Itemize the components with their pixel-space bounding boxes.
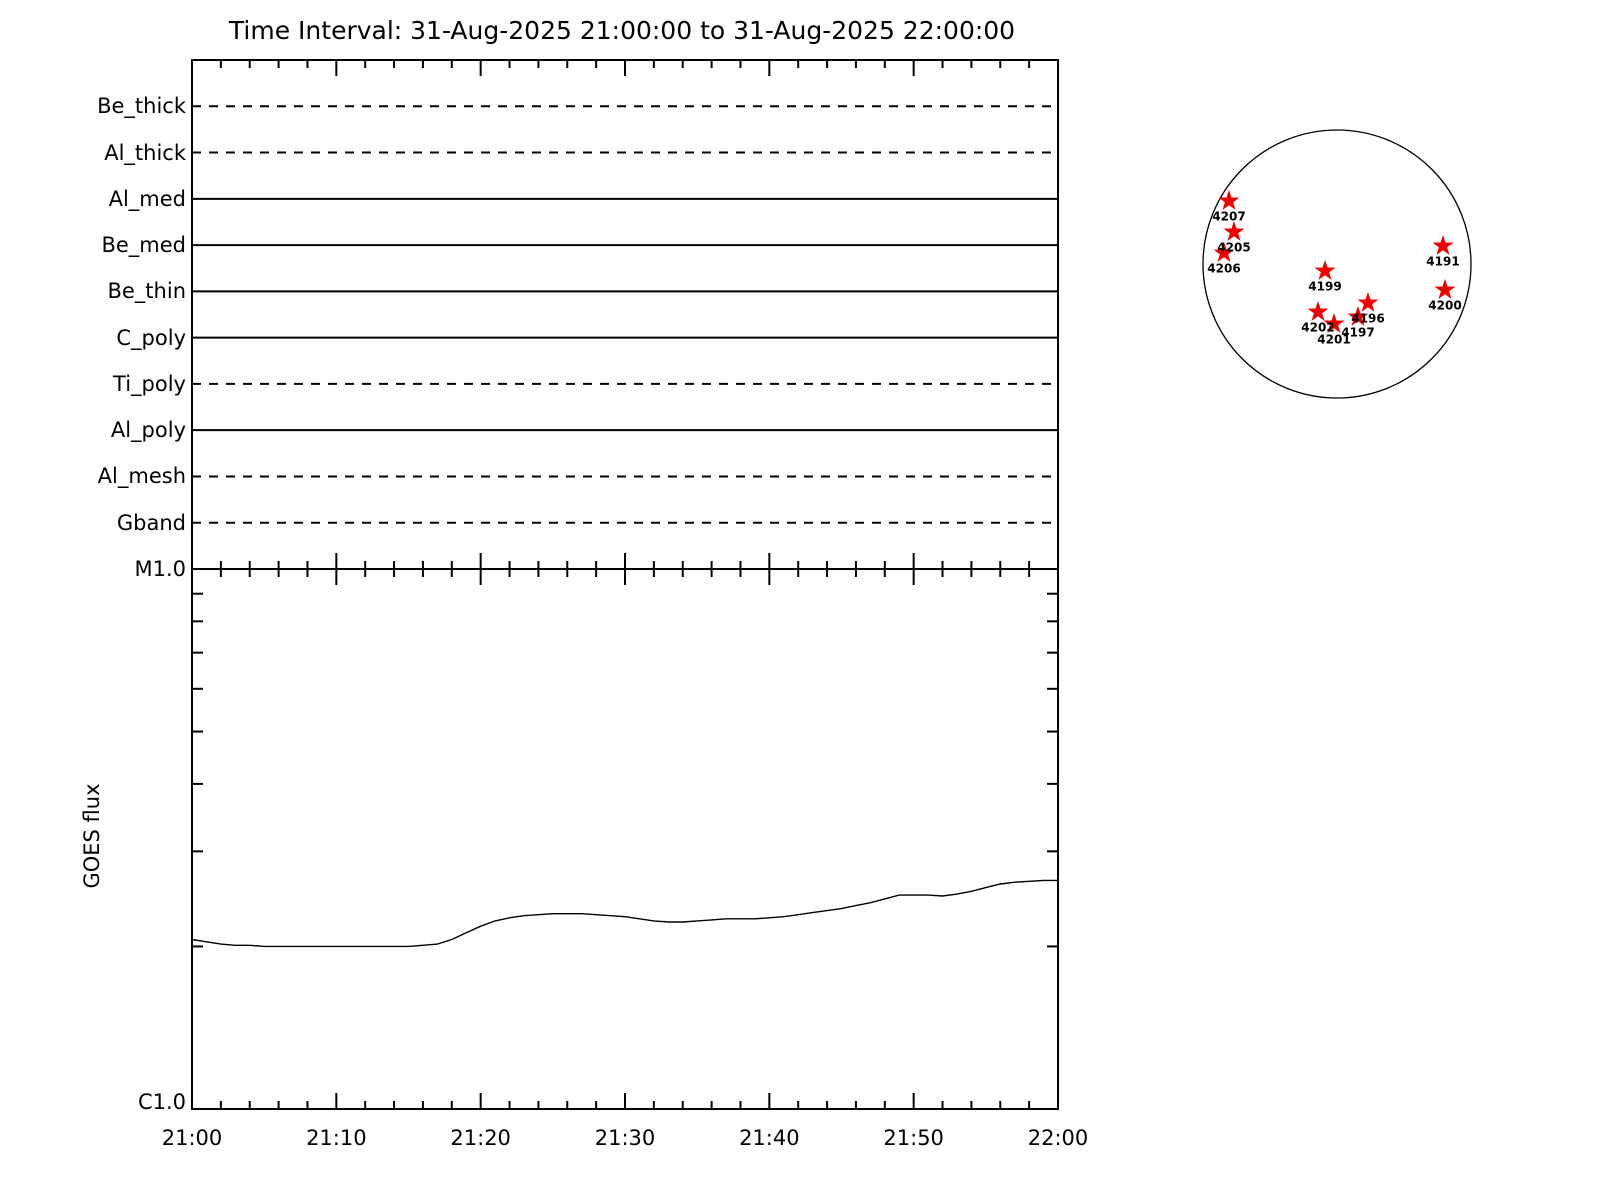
filter-row-label: C_poly	[116, 325, 186, 350]
active-region-label: 4206	[1207, 261, 1241, 276]
active-region-label: 4199	[1308, 279, 1342, 294]
x-tick-label: 21:00	[161, 1126, 223, 1150]
active-region-star	[1357, 292, 1379, 312]
active-region-star	[1213, 242, 1235, 262]
active-region-label: 4196	[1351, 311, 1385, 326]
x-tick-label: 21:20	[450, 1126, 511, 1150]
active-region-star	[1347, 306, 1369, 326]
goes-panel-frame	[191, 568, 1059, 1110]
goes-flux-curve	[191, 879, 1058, 948]
y-axis-min-label: C1.0	[137, 1090, 186, 1114]
x-tick-label: 21:40	[739, 1126, 800, 1150]
solar-disk	[1202, 129, 1472, 399]
active-region-label: 4200	[1428, 298, 1462, 313]
filter-row-label: Be_thick	[97, 94, 186, 119]
active-region-star	[1434, 279, 1456, 299]
active-region-star	[1314, 260, 1336, 280]
plot-title: Time Interval: 31-Aug-2025 21:00:00 to 3…	[228, 16, 1016, 45]
filter-panel-frame	[191, 59, 1059, 570]
y-axis-max-label: M1.0	[134, 557, 186, 581]
x-tick-label: 21:10	[306, 1126, 367, 1150]
filter-row-label: Al_thick	[104, 140, 186, 165]
goes-ylabel: GOES flux	[80, 783, 104, 889]
active-region-star	[1307, 301, 1329, 321]
active-region-label: 4201	[1317, 332, 1351, 347]
x-tick-label: 21:30	[594, 1126, 656, 1150]
filter-row-label: Be_med	[101, 233, 186, 258]
filter-row-label: Ti_poly	[113, 371, 186, 396]
active-region-label: 4207	[1212, 209, 1246, 224]
filter-row-label: Al_mesh	[97, 464, 186, 489]
filter-row-label: Al_poly	[110, 418, 186, 443]
active-region-star	[1223, 221, 1245, 241]
active-region-label: 4205	[1217, 240, 1251, 255]
active-region-label: 4191	[1426, 254, 1460, 269]
active-region-star	[1218, 190, 1240, 210]
active-region-label: 4197	[1341, 325, 1375, 340]
filter-row-label: Al_med	[108, 186, 186, 211]
x-tick-label: 21:50	[883, 1126, 944, 1150]
active-region-star	[1323, 313, 1345, 333]
active-region-label: 4202	[1301, 320, 1335, 335]
x-tick-label: 22:00	[1027, 1126, 1089, 1150]
filter-row-label: Gband	[116, 510, 186, 535]
filter-row-label: Be_thin	[107, 279, 186, 304]
active-region-star	[1432, 235, 1454, 255]
